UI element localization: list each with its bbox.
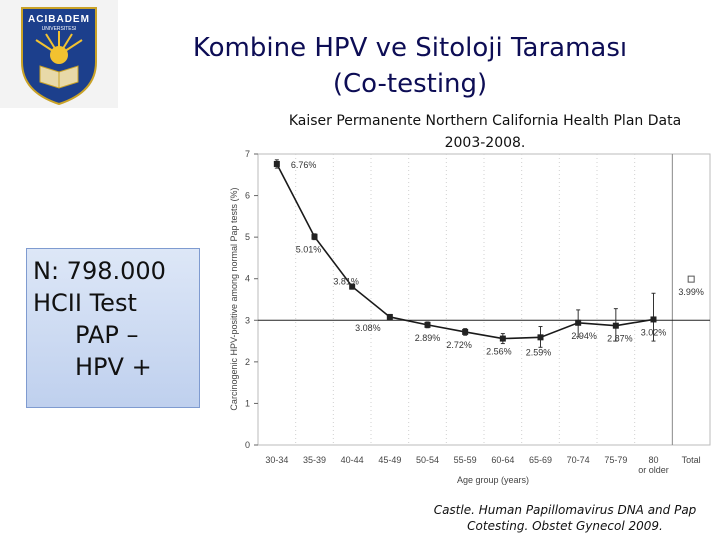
y-tick-label: 4 bbox=[245, 274, 250, 284]
x-tick-label: 70-74 bbox=[567, 455, 590, 465]
citation-line-2: Cotesting. Obstet Gynecol 2009. bbox=[467, 519, 663, 533]
y-tick-label: 7 bbox=[245, 149, 250, 159]
data-label: 3.02% bbox=[641, 327, 667, 337]
university-logo: ACIBADEM UNIVERSITESI bbox=[0, 0, 118, 108]
x-tick-label: 60-64 bbox=[491, 455, 514, 465]
title-line-2: (Co-testing) bbox=[332, 69, 488, 99]
data-point bbox=[499, 335, 506, 342]
x-tick-label: 65-69 bbox=[529, 455, 552, 465]
data-point bbox=[612, 322, 619, 329]
citation: Castle. Human Papillomavirus DNA and Pap… bbox=[430, 502, 700, 534]
data-point bbox=[575, 319, 582, 326]
data-point bbox=[349, 283, 356, 290]
x-tick-label: 50-54 bbox=[416, 455, 439, 465]
data-label: 5.01% bbox=[296, 245, 322, 255]
hpv-result-text: HPV + bbox=[75, 353, 152, 381]
slide-title: Kombine HPV ve Sitoloji Taraması (Co-tes… bbox=[130, 30, 690, 102]
logo-emblem-icon: ACIBADEM UNIVERSITESI bbox=[0, 0, 118, 108]
y-tick-label: 5 bbox=[245, 232, 250, 242]
sample-info-box: N: 798.000 HCII Test PAP – HPV + bbox=[26, 248, 200, 408]
data-point bbox=[462, 328, 469, 335]
data-label: 2.89% bbox=[415, 333, 441, 343]
subtitle-line-2: 2003-2008. bbox=[444, 135, 526, 151]
data-point bbox=[386, 313, 393, 320]
citation-line-1: Castle. Human Papillomavirus DNA and Pap bbox=[433, 503, 697, 517]
y-tick-label: 1 bbox=[245, 398, 250, 408]
y-axis-title: Carcinogenic HPV-positive among normal P… bbox=[229, 187, 239, 410]
data-label: 2.94% bbox=[571, 331, 597, 341]
y-tick-label: 2 bbox=[245, 357, 250, 367]
data-point bbox=[424, 321, 431, 328]
pap-result-text: PAP – bbox=[75, 321, 139, 349]
x-axis-title: Age group (years) bbox=[457, 475, 529, 485]
x-tick-label: 40-44 bbox=[341, 455, 364, 465]
x-tick-label: Total bbox=[682, 455, 701, 465]
data-point bbox=[650, 316, 657, 323]
x-tick-label: 55-59 bbox=[454, 455, 477, 465]
title-line-1: Kombine HPV ve Sitoloji Taraması bbox=[192, 33, 628, 63]
data-label: 2.56% bbox=[486, 347, 512, 357]
y-tick-label: 0 bbox=[245, 440, 250, 450]
data-point-total bbox=[687, 275, 695, 283]
data-label: 2.72% bbox=[446, 340, 472, 350]
data-label: 3.08% bbox=[355, 323, 381, 333]
data-label: 2.87% bbox=[607, 334, 633, 344]
logo-text: ACIBADEM bbox=[28, 14, 90, 25]
data-label: 2.59% bbox=[526, 347, 552, 357]
x-tick-label: 45-49 bbox=[378, 455, 401, 465]
y-tick-label: 6 bbox=[245, 191, 250, 201]
x-tick-label: or older bbox=[638, 465, 669, 475]
data-point bbox=[311, 233, 318, 240]
sample-size-text: N: 798.000 bbox=[33, 257, 166, 285]
data-point bbox=[273, 160, 280, 167]
x-tick-label: 30-34 bbox=[265, 455, 288, 465]
x-tick-label: 80 bbox=[648, 455, 658, 465]
plot-frame bbox=[257, 153, 711, 446]
data-point bbox=[537, 334, 544, 341]
slide-subtitle: Kaiser Permanente Northern California He… bbox=[270, 110, 700, 154]
x-tick-label: 35-39 bbox=[303, 455, 326, 465]
x-tick-label: 75-79 bbox=[604, 455, 627, 465]
data-label: 6.76% bbox=[291, 160, 317, 170]
subtitle-line-1: Kaiser Permanente Northern California He… bbox=[288, 113, 682, 129]
logo-subtext: UNIVERSITESI bbox=[42, 26, 77, 32]
data-label: 3.99% bbox=[678, 287, 704, 297]
y-tick-label: 3 bbox=[245, 315, 250, 325]
test-type-text: HCII Test bbox=[33, 289, 137, 317]
data-label: 3.81% bbox=[333, 277, 359, 287]
